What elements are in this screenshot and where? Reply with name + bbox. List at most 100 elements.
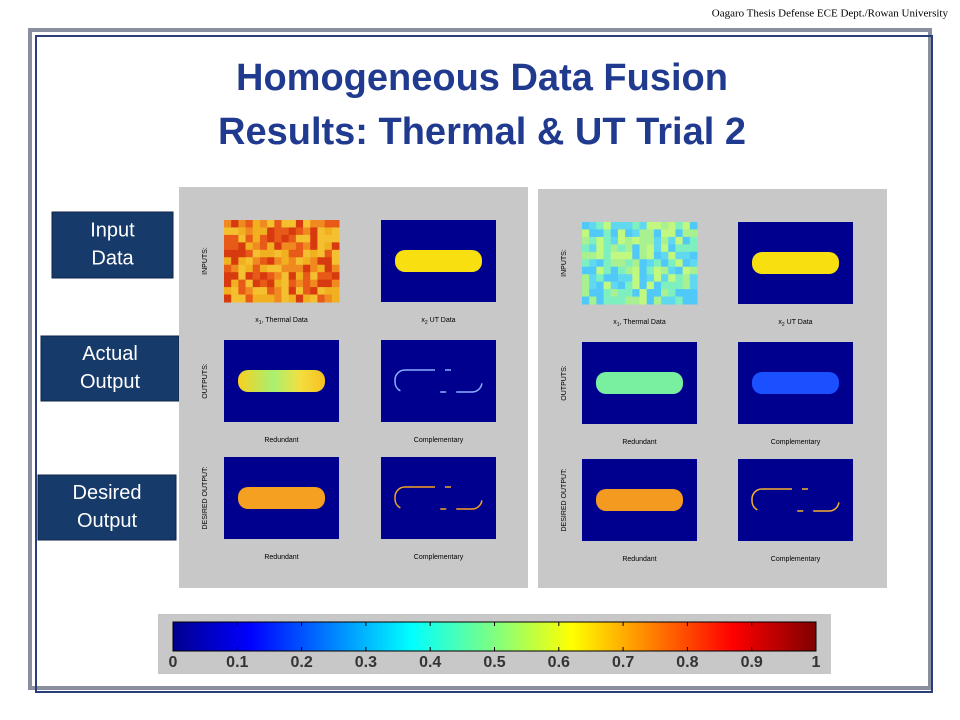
image-caption: Redundant (622, 556, 656, 563)
image-pixel (252, 279, 261, 288)
image-pixel (231, 272, 239, 281)
image-pixel (589, 229, 597, 238)
image-pixel (281, 287, 290, 296)
image-pixel (310, 227, 318, 236)
image-pixel (295, 234, 304, 243)
image-pixel (596, 281, 605, 290)
image-pixel (689, 222, 698, 230)
image-pixel (238, 249, 247, 258)
image-pixel (603, 281, 612, 290)
image-pixel (603, 259, 612, 268)
image-pixel (675, 251, 684, 260)
image-pixel (603, 222, 612, 230)
image-pixel (245, 220, 254, 228)
image-pixel (274, 249, 282, 258)
image-pixel (295, 220, 304, 228)
image-pixel (303, 249, 311, 258)
image-pixel (238, 294, 247, 303)
caption-sub: 2 (425, 320, 428, 326)
image-pixel (224, 287, 232, 296)
image-pixel (653, 296, 662, 305)
image-pixel (632, 274, 640, 283)
image-pixel (324, 294, 333, 303)
image-pixel (632, 296, 640, 305)
image-pixel (252, 264, 261, 273)
image-pixel (245, 287, 254, 296)
image-pixel (596, 274, 605, 283)
image-pixel (259, 272, 268, 281)
image-pixel (589, 251, 597, 260)
image-pixel (288, 279, 297, 288)
image-pixel (603, 274, 612, 283)
image-pixel (224, 294, 232, 303)
colorbar-tick-label: 1 (812, 654, 821, 671)
image-pixel (661, 244, 669, 253)
image-shape (752, 252, 839, 274)
row-label: Input (90, 219, 135, 241)
image-pixel (617, 274, 626, 283)
image-pixel (632, 229, 640, 238)
image-pixel (653, 222, 662, 230)
image-pixel (274, 279, 282, 288)
image-pixel (639, 289, 648, 298)
image-pixel (245, 257, 254, 266)
image-caption: x1, Thermal Data (613, 319, 666, 328)
image-pixel (646, 266, 655, 275)
row-label-box (37, 474, 177, 541)
image-pixel (324, 264, 333, 273)
image-pixel (668, 251, 676, 260)
image-pixel (295, 249, 304, 258)
image-pixel (661, 289, 669, 298)
image-pixel (632, 281, 640, 290)
row-axis-label: INPUTS: (202, 247, 209, 275)
image-pixel (259, 287, 268, 296)
image-pixel (603, 236, 612, 245)
image-pixel (610, 289, 619, 298)
colorbar-tick-label: 0.6 (548, 654, 570, 671)
image-pixel (610, 222, 619, 230)
image-pixel (331, 279, 340, 288)
image-pixel (632, 222, 640, 230)
image-pixel (632, 266, 640, 275)
image-pixel (589, 281, 597, 290)
image-pixel (646, 259, 655, 268)
image-pixel (295, 279, 304, 288)
image-pixel (682, 236, 691, 245)
image-pixel (252, 272, 261, 281)
image-caption: Redundant (264, 437, 298, 444)
image-pixel (668, 289, 676, 298)
image-pixel (267, 220, 275, 228)
image-pixel (653, 289, 662, 298)
image-pixel (653, 229, 662, 238)
image-pixel (252, 287, 261, 296)
image-pixel (603, 229, 612, 238)
image-pixel (252, 227, 261, 236)
image-pixel (331, 294, 340, 303)
image-pixel (324, 287, 333, 296)
image-pixel (610, 229, 619, 238)
image-pixel (224, 227, 232, 236)
image-pixel (224, 264, 232, 273)
image-pixel (632, 259, 640, 268)
image-pixel (288, 242, 297, 251)
image-pixel (224, 249, 232, 258)
image-pixel (267, 242, 275, 251)
header: Oagaro Thesis Defense ECE Dept./Rowan Un… (712, 8, 949, 20)
image-caption: Redundant (264, 554, 298, 561)
colorbar-tick-label: 0.7 (612, 654, 634, 671)
image-pixel (610, 274, 619, 283)
image-pixel (653, 266, 662, 275)
image-pixel (639, 281, 648, 290)
image-pixel (310, 257, 318, 266)
image-pixel (617, 296, 626, 305)
image-pixel (331, 287, 340, 296)
image-pixel (267, 264, 275, 273)
image-pixel (682, 251, 691, 260)
image-pixel (317, 294, 326, 303)
image-pixel (646, 296, 655, 305)
image-pixel (689, 289, 698, 298)
image-pixel (281, 220, 290, 228)
image-pixel (274, 242, 282, 251)
image-pixel (646, 289, 655, 298)
image-pixel (639, 296, 648, 305)
